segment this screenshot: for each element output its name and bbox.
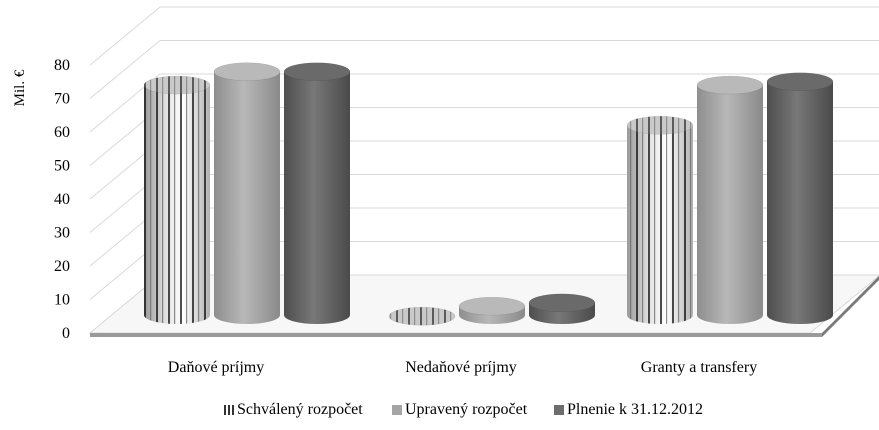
bar-plnenie-0 [283,62,351,324]
bar-top-pattern [627,116,693,135]
x-tick-label-1: Nedaňové príjmy [405,359,517,376]
y-tick-label: 0 [62,325,70,342]
bar-upraveny-2 [696,75,764,324]
bar-top [213,62,281,81]
labels-layer: 0 10 20 30 40 50 60 70 80 Mil. € Daňové príjmy Neda… [12,57,757,376]
bar-top [696,75,764,95]
y-tick-label: 50 [54,158,70,175]
x-tick-label-0: Daňové príjmy [168,359,264,376]
legend-swatch-upraveny [392,405,402,415]
bar-body [284,71,350,324]
legend-item-plnenie: Plnenie k 31.12.2012 [554,398,703,422]
legend-label-upraveny: Upravený rozpočet [405,401,528,418]
legend-item-upraveny: Upravený rozpočet [392,398,527,422]
bar-top [766,72,834,91]
bars-layer [143,62,834,326]
legend-swatch-schvaleny [224,405,234,415]
y-tick-label: 20 [54,258,70,275]
legend-swatch-plnenie [554,405,564,415]
floor-front-edge [90,333,822,337]
bar-top [283,62,351,81]
y-axis-title: Mil. € [12,69,28,106]
bar-upraveny-0 [213,62,281,324]
bar-schvaleny-1 [388,307,456,326]
legend-label-plnenie: Plnenie k 31.12.2012 [567,401,703,418]
floor-side-edge [822,276,879,337]
x-tick-label-2: Granty a transfery [641,359,757,376]
bar-top [458,296,526,316]
gridline-side [89,40,161,99]
y-tick-label: 60 [54,124,70,141]
bar-schvaleny-2 [626,116,694,324]
y-tick-label: 70 [54,91,70,108]
legend-item-schvaleny: Schválený rozpočet [224,398,363,422]
bar-upraveny-1 [458,296,526,324]
bar-top-pattern [389,307,455,326]
y-tick-label: 10 [54,292,70,309]
bar-schvaleny-0 [143,75,211,324]
legend-label-schvaleny: Schválený rozpočet [237,401,363,418]
bar-body [214,71,280,324]
bar-pattern [627,125,693,324]
bar-body [697,85,763,324]
bar-top-pattern [144,76,210,95]
bar-plnenie-2 [766,72,834,324]
y-tick-label: 30 [54,225,70,242]
bar-top [528,293,596,313]
y-tick-label: 40 [54,191,70,208]
bar-plnenie-1 [528,293,596,324]
bar-pattern [144,85,210,324]
legend: Schválený rozpočet Upravený rozpočet Pln… [0,398,879,422]
bar-body [767,81,833,324]
y-tick-label: 80 [54,57,70,74]
gridline-side [89,6,161,66]
